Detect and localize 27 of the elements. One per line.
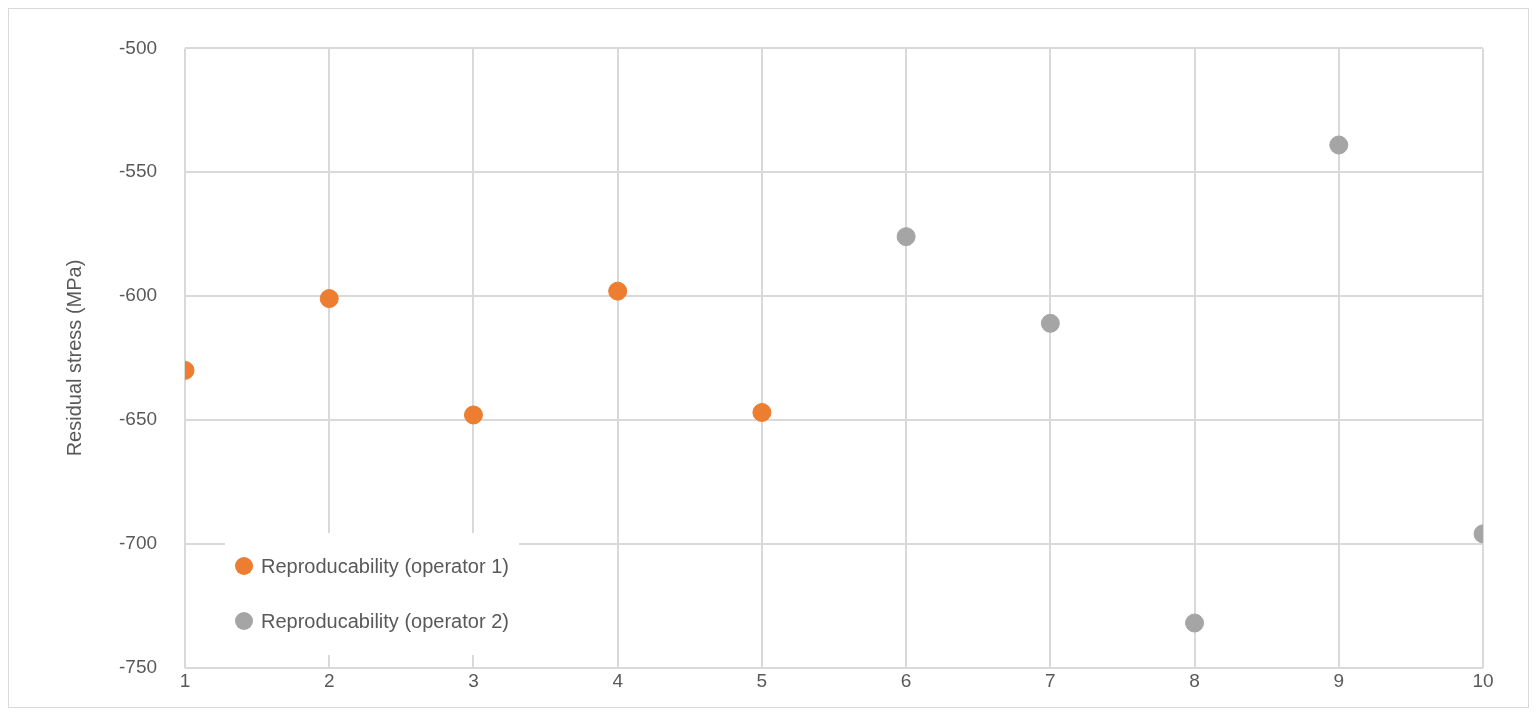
y-tick-label: -700: [119, 531, 158, 553]
x-tick-label: 5: [756, 670, 768, 692]
legend-label: Reproducability (operator 1): [261, 554, 509, 578]
point: [608, 281, 628, 301]
x-tick-label: 9: [1333, 670, 1345, 692]
x-tick-label: 1: [179, 670, 191, 692]
x-tick-label: 2: [323, 670, 335, 692]
x-tick-label: 4: [612, 670, 624, 692]
y-tick-label: -600: [119, 284, 158, 306]
point: [752, 402, 772, 422]
point: [463, 405, 483, 425]
x-tick-label: 10: [1472, 670, 1494, 692]
point: [1329, 135, 1349, 155]
y-tick-label: -750: [119, 655, 158, 677]
point: [1040, 313, 1060, 333]
y-tick-label: -650: [119, 408, 158, 430]
x-tick-label: 6: [900, 670, 912, 692]
point: [319, 289, 339, 309]
x-tick-label: 7: [1045, 670, 1056, 692]
y-tick-label: -500: [119, 36, 158, 58]
point: [896, 227, 916, 247]
y-axis-title: Residual stress (MPa): [62, 259, 85, 457]
legend-label: Reproducability (operator 2): [261, 609, 509, 633]
point: [1185, 613, 1205, 633]
y-tick-label: -550: [119, 160, 158, 182]
x-tick-label: 3: [468, 670, 479, 692]
x-tick-label: 8: [1189, 670, 1200, 692]
